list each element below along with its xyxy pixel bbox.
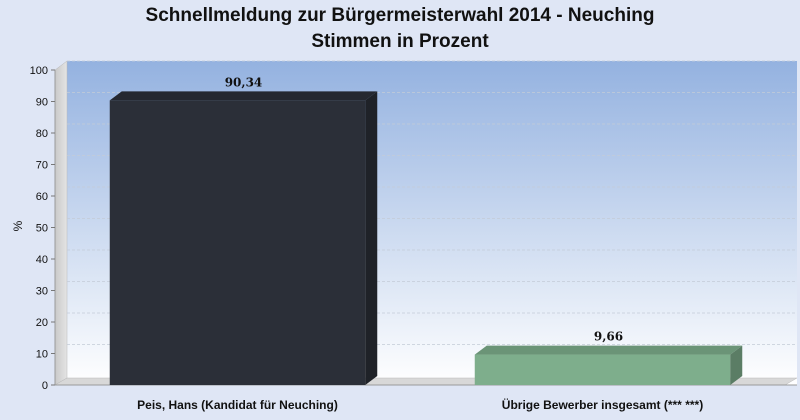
bar-side: [730, 345, 743, 385]
y-axis-label: %: [11, 220, 25, 231]
y-tick-label: 20: [36, 317, 48, 329]
bar-top: [109, 91, 378, 101]
x-category-label-2: Übrige Bewerber insgesamt (*** ***): [502, 397, 703, 412]
bar-side: [365, 91, 378, 385]
y-tick-label: 40: [36, 254, 48, 266]
y-tick-label: 0: [42, 380, 48, 392]
data-label-2: 9,66: [594, 330, 623, 344]
data-label-1: 90,34: [225, 75, 263, 89]
y-axis: 0 10 20 30 40 50 60 70 80 90 100: [30, 65, 56, 392]
plot-side-wall: [54, 60, 68, 386]
y-tick-label: 30: [36, 286, 48, 298]
x-category-label-1: Peis, Hans (Kandidat für Neuching): [137, 398, 338, 412]
y-tick-label: 60: [36, 191, 48, 203]
bars: [109, 91, 743, 385]
x-axis-categories: Peis, Hans (Kandidat für Neuching) Übrige…: [137, 397, 703, 412]
y-tick-label: 50: [36, 223, 48, 235]
bar-front: [109, 100, 366, 385]
bar-2: [474, 345, 743, 385]
bar-1: [109, 91, 378, 385]
bar-top: [474, 345, 743, 355]
bar-front: [474, 354, 731, 385]
chart-title-line-1: Schnellmeldung zur Bürgermeisterwahl 201…: [146, 5, 655, 26]
chart-title-line-2: Stimmen in Prozent: [311, 31, 489, 52]
y-tick-label: 100: [30, 65, 48, 77]
data-labels: 90,34 9,66: [225, 75, 623, 343]
y-tick-label: 90: [36, 97, 48, 109]
y-tick-label: 10: [36, 349, 48, 361]
y-tick-label: 80: [36, 128, 48, 140]
y-tick-label: 70: [36, 160, 48, 172]
